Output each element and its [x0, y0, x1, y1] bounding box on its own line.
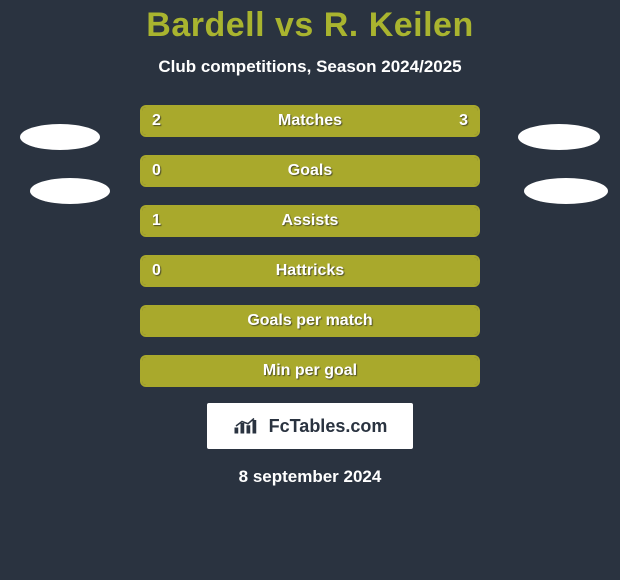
- fctables-logo[interactable]: FcTables.com: [207, 403, 413, 449]
- stat-bar-fill-right: [142, 157, 478, 185]
- stat-bar-fill-right: [276, 107, 478, 135]
- stat-bar: 23Matches: [140, 105, 480, 137]
- stat-value-right: 3: [459, 107, 468, 135]
- stat-value-left: 0: [152, 157, 161, 185]
- stat-bar-fill-right: [142, 307, 478, 335]
- subtitle: Club competitions, Season 2024/2025: [158, 57, 461, 77]
- stat-value-left: 2: [152, 107, 161, 135]
- stats-bars: 23Matches0Goals1Assists0HattricksGoals p…: [140, 105, 480, 387]
- stat-bar-fill-right: [142, 357, 478, 385]
- team-right-badge: [524, 178, 608, 204]
- comparison-date: 8 september 2024: [239, 467, 382, 487]
- bars-icon: [233, 415, 263, 437]
- stat-bar-fill-left: [142, 107, 276, 135]
- stat-bar: Min per goal: [140, 355, 480, 387]
- page-title: Bardell vs R. Keilen: [146, 6, 473, 45]
- stat-bar: Goals per match: [140, 305, 480, 337]
- team-left-badge: [30, 178, 110, 204]
- player-right-badge: [518, 124, 600, 150]
- logo-text: FcTables.com: [269, 416, 388, 437]
- stat-bar: 0Goals: [140, 155, 480, 187]
- stat-bar: 1Assists: [140, 205, 480, 237]
- comparison-card: Bardell vs R. Keilen Club competitions, …: [0, 0, 620, 580]
- stat-value-left: 0: [152, 257, 161, 285]
- player-left-badge: [20, 124, 100, 150]
- stat-value-left: 1: [152, 207, 161, 235]
- stat-bar-fill-right: [142, 207, 478, 235]
- stat-bar-fill-right: [142, 257, 478, 285]
- stat-bar: 0Hattricks: [140, 255, 480, 287]
